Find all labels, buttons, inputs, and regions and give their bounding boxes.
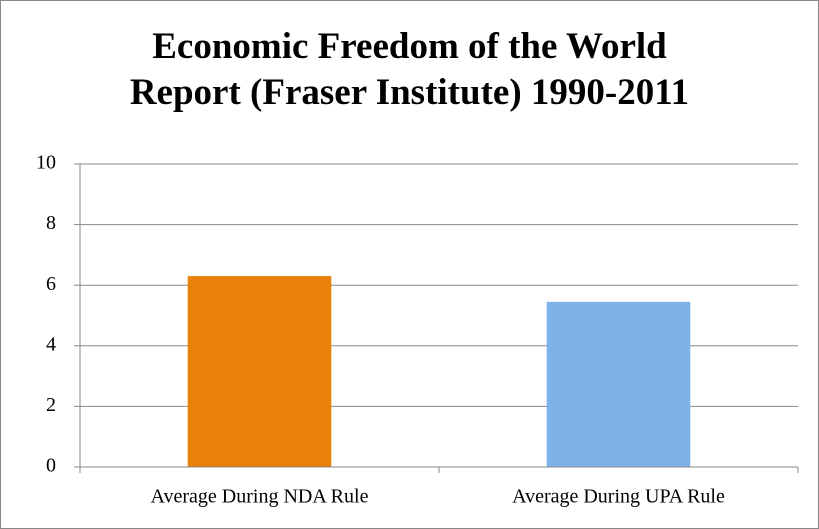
x-tick-label: Average During NDA Rule (151, 486, 369, 508)
y-tick-label: 4 (46, 333, 56, 355)
y-tick-label: 0 (46, 455, 56, 477)
y-tick-label: 6 (46, 273, 56, 295)
chart-title: Economic Freedom of the World Report (Fr… (129, 26, 690, 113)
y-tick-label: 10 (36, 152, 56, 174)
y-tick-label: 2 (46, 394, 56, 416)
y-tick-label: 8 (46, 212, 56, 234)
bar (546, 301, 691, 467)
x-tick-label: Average During UPA Rule (512, 486, 725, 508)
bar (187, 276, 332, 467)
